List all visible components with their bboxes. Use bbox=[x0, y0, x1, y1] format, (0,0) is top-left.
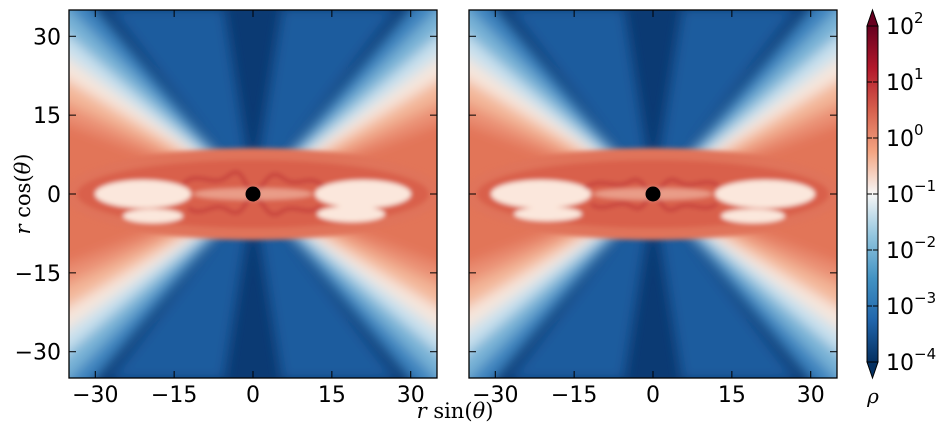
colorbar-extend-max bbox=[866, 8, 879, 27]
density-panel-left: −30 −15 0 15 30 30 15 0 −15 −30 bbox=[15, 9, 438, 408]
black-hole-marker-right bbox=[645, 186, 661, 202]
colorbar-ticks: 102 101 100 10−1 10−2 10−3 10−4 bbox=[867, 9, 936, 376]
x-tick-label: 30 bbox=[797, 383, 825, 408]
y-tick-label: 30 bbox=[33, 25, 61, 50]
axis-ticks-left: −30 −15 0 15 30 30 15 0 −15 −30 bbox=[15, 10, 437, 408]
x-tick-label: −30 bbox=[472, 383, 518, 408]
x-tick-label: −30 bbox=[72, 383, 118, 408]
x-tick-label: −15 bbox=[151, 383, 197, 408]
x-tick-label: 0 bbox=[646, 383, 660, 408]
y-tick-label: 15 bbox=[33, 104, 61, 129]
colorbar-tick-label: 10−1 bbox=[886, 177, 936, 208]
x-tick-label: 30 bbox=[397, 383, 425, 408]
axis-ticks-right: −30 −15 0 15 30 bbox=[469, 10, 837, 408]
y-axis-label: r cos(θ) bbox=[11, 154, 35, 235]
black-hole-marker-left bbox=[245, 186, 261, 202]
y-tick-label: 0 bbox=[47, 183, 61, 208]
colorbar-tick-label: 10−2 bbox=[886, 233, 936, 264]
x-tick-label: 15 bbox=[718, 383, 746, 408]
colorbar-label: ρ bbox=[866, 384, 879, 408]
density-panel-right: −30 −15 0 15 30 bbox=[468, 9, 838, 408]
density-heatmap-right bbox=[469, 10, 837, 378]
x-tick-label: 15 bbox=[318, 383, 346, 408]
colorbar-tick-label: 10−4 bbox=[886, 345, 936, 376]
colorbar-tick-label: 10−3 bbox=[886, 289, 936, 320]
x-tick-label: −15 bbox=[551, 383, 597, 408]
colorbar: 102 101 100 10−1 10−2 10−3 10−4 ρ bbox=[866, 8, 936, 408]
colorbar-extend-min bbox=[866, 361, 879, 380]
colorbar-tick-label: 101 bbox=[886, 65, 924, 96]
colorbar-tick-label: 100 bbox=[886, 121, 924, 152]
colorbar-tick-label: 102 bbox=[886, 9, 924, 40]
density-heatmap-left bbox=[69, 10, 437, 378]
y-tick-label: −30 bbox=[15, 341, 61, 366]
x-tick-label: 0 bbox=[246, 383, 260, 408]
y-tick-label: −15 bbox=[15, 262, 61, 287]
x-axis-label: r sin(θ) bbox=[417, 399, 494, 423]
